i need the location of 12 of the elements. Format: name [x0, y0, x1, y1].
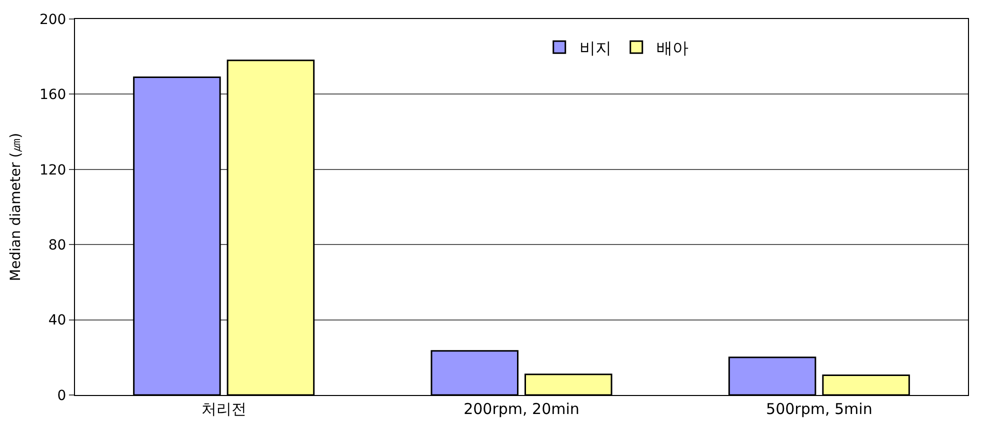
x-tick-label: 200rpm, 20min — [464, 400, 580, 418]
legend-label: 비지 — [579, 38, 612, 58]
x-tick-label: 처리전 — [201, 400, 246, 418]
y-tick-label: 40 — [48, 312, 66, 329]
x-tick-label: 500rpm, 5min — [766, 400, 872, 418]
legend-label: 배아 — [656, 38, 688, 58]
y-tick-label: 120 — [39, 162, 66, 178]
y-tick-label: 200 — [39, 12, 66, 28]
y-tick-label: 80 — [48, 238, 66, 254]
y-axis-title: Median diameter (㎛) — [8, 132, 24, 282]
y-tick-label: 0 — [57, 388, 66, 404]
y-tick-label: 160 — [39, 87, 66, 104]
